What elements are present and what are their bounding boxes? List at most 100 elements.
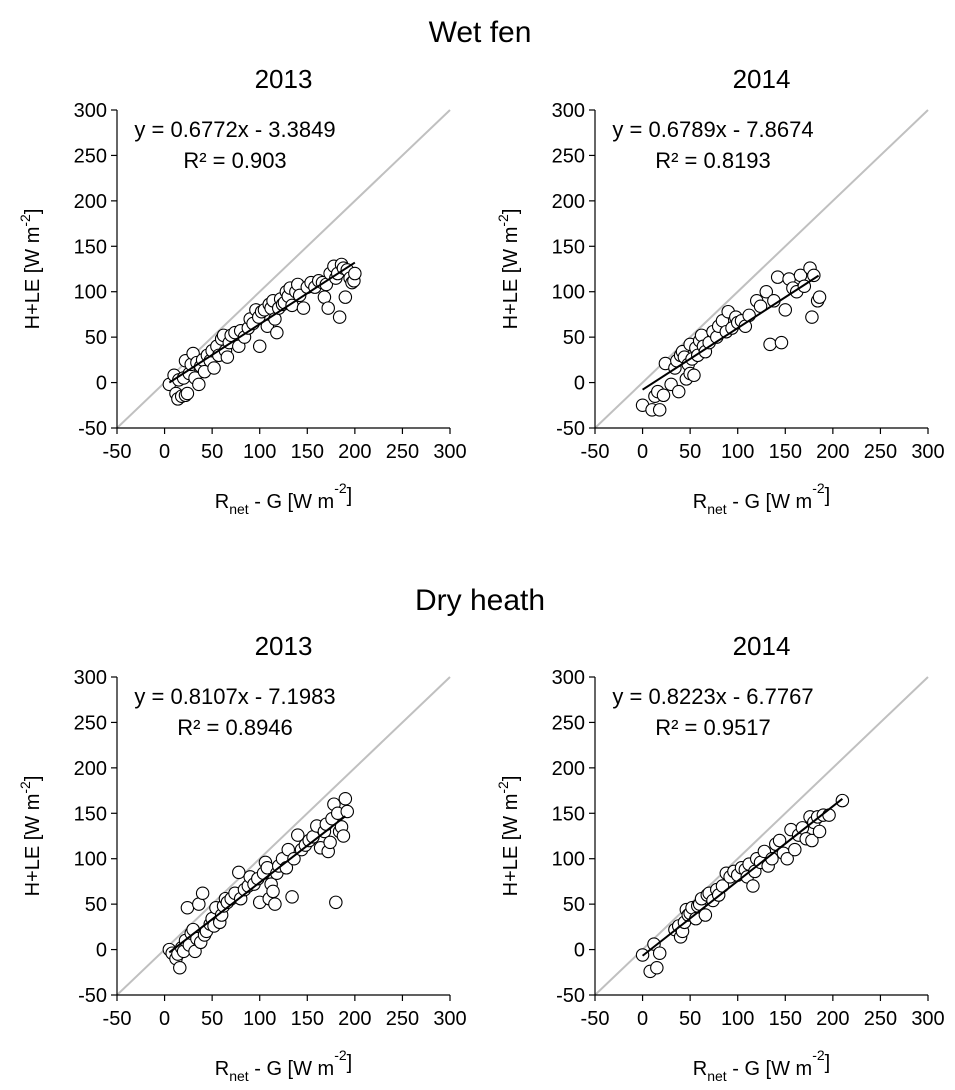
y-tick-label: 200 <box>552 758 585 780</box>
y-tick-label: 200 <box>74 758 107 780</box>
data-point <box>650 960 664 975</box>
y-axis-label-part: ] <box>22 776 44 782</box>
r-squared-label: R² = 0.8946 <box>177 715 293 740</box>
r-squared-label: R² = 0.9517 <box>655 715 771 740</box>
data-point <box>835 793 850 808</box>
regression-line <box>642 274 820 391</box>
panel-title: 2013 <box>255 631 313 661</box>
data-point <box>746 879 760 893</box>
y-axis-label-part: ] <box>22 209 44 215</box>
y-tick-label: 250 <box>74 145 107 167</box>
x-tick-label: 300 <box>433 1008 466 1030</box>
regression-line <box>641 798 843 957</box>
x-axis-label-part: -2 <box>334 480 347 496</box>
data-point <box>173 960 187 975</box>
x-tick-label: 250 <box>386 1008 419 1030</box>
data-point <box>759 284 774 299</box>
data-point <box>780 851 794 866</box>
y-tick-label: 0 <box>96 940 107 962</box>
x-tick-label: 200 <box>816 1008 849 1030</box>
data-point <box>285 890 299 904</box>
data-point <box>180 901 195 915</box>
panel-title: 2014 <box>733 64 791 94</box>
data-point <box>778 303 793 317</box>
x-axis-label-part: - G [W m <box>249 491 335 513</box>
x-tick-label: 50 <box>201 441 223 463</box>
x-axis-label-part: - G [W m <box>249 1058 335 1080</box>
x-tick-label: 50 <box>201 1008 223 1030</box>
x-tick-label: -50 <box>103 441 132 463</box>
x-tick-label: 300 <box>433 441 466 463</box>
y-axis-label-part: -2 <box>495 214 511 227</box>
y-tick-label: 200 <box>74 191 107 213</box>
x-axis-label: Rnet - G [W m-2] <box>693 480 830 517</box>
y-tick-label: 150 <box>74 803 107 825</box>
y-tick-label: 0 <box>574 373 585 395</box>
x-tick-label: 200 <box>816 441 849 463</box>
x-tick-label: 250 <box>864 1008 897 1030</box>
group-title-dry-heath: Dry heath <box>415 584 545 617</box>
one-to-one-line <box>594 109 929 429</box>
data-point <box>774 335 789 350</box>
x-axis-label-part: -2 <box>812 480 825 496</box>
y-axis-label: H+LE [W m-2] <box>17 209 44 330</box>
data-point <box>770 270 785 284</box>
r-squared-label: R² = 0.903 <box>183 148 286 173</box>
x-axis-label: Rnet - G [W m-2] <box>215 480 352 517</box>
x-tick-label: 100 <box>721 1008 754 1030</box>
x-tick-label: 250 <box>386 441 419 463</box>
regression-equation: y = 0.8223x - 6.7767 <box>612 684 813 709</box>
x-tick-label: 300 <box>911 1008 944 1030</box>
y-tick-label: 200 <box>552 191 585 213</box>
x-axis-label-part: R <box>215 1058 229 1080</box>
x-tick-label: -50 <box>103 1008 132 1030</box>
panel-title: 2013 <box>255 64 313 94</box>
x-tick-label: 0 <box>159 441 170 463</box>
y-tick-label: -50 <box>78 418 107 440</box>
x-tick-label: -50 <box>581 1008 610 1030</box>
x-tick-label: 150 <box>769 1008 802 1030</box>
x-tick-label: 150 <box>291 441 324 463</box>
y-tick-label: 50 <box>563 894 585 916</box>
y-tick-label: 250 <box>552 145 585 167</box>
x-axis-label-part: R <box>693 491 707 513</box>
regression-line <box>168 815 346 954</box>
x-axis-label-part: ] <box>825 485 831 507</box>
data-point <box>698 908 713 922</box>
y-axis-label-part: -2 <box>495 781 511 794</box>
y-tick-label: 0 <box>96 373 107 395</box>
y-axis-label-part: -2 <box>17 214 33 227</box>
data-point <box>232 865 246 880</box>
r-squared-label: R² = 0.8193 <box>655 148 771 173</box>
x-axis-label-part: -2 <box>812 1047 825 1063</box>
chart-panel-2: 2013 -50 0 50 100 150 200 250 300 -50 0 50 100 150 200… <box>17 631 467 1084</box>
data-point <box>763 337 777 352</box>
y-axis-label-part: ] <box>500 776 522 782</box>
data-point <box>323 835 337 850</box>
y-tick-label: 250 <box>552 712 585 734</box>
x-axis-label: Rnet - G [W m-2] <box>215 1047 352 1084</box>
x-tick-label: 250 <box>864 441 897 463</box>
x-axis-label-part: - G [W m <box>727 1058 813 1080</box>
y-tick-label: 150 <box>552 803 585 825</box>
data-point <box>180 386 195 401</box>
x-tick-label: 100 <box>243 441 276 463</box>
data-point <box>687 368 701 383</box>
data-point <box>291 828 305 842</box>
y-tick-label: 0 <box>574 940 585 962</box>
data-point <box>338 290 353 304</box>
data-point <box>788 842 802 857</box>
x-axis-label-part: ] <box>347 1052 353 1074</box>
y-tick-label: 150 <box>552 236 585 258</box>
x-axis-label-part: net <box>707 1068 727 1084</box>
group-title-wet-fen: Wet fen <box>429 16 532 49</box>
x-tick-label: 150 <box>291 1008 324 1030</box>
data-point <box>266 884 280 899</box>
x-axis-label-part: net <box>707 501 727 517</box>
data-point <box>192 377 206 392</box>
y-tick-label: 100 <box>552 849 585 871</box>
data-point <box>338 791 353 806</box>
y-tick-label: 300 <box>552 667 585 689</box>
data-point <box>296 301 311 315</box>
data-point <box>671 384 686 399</box>
